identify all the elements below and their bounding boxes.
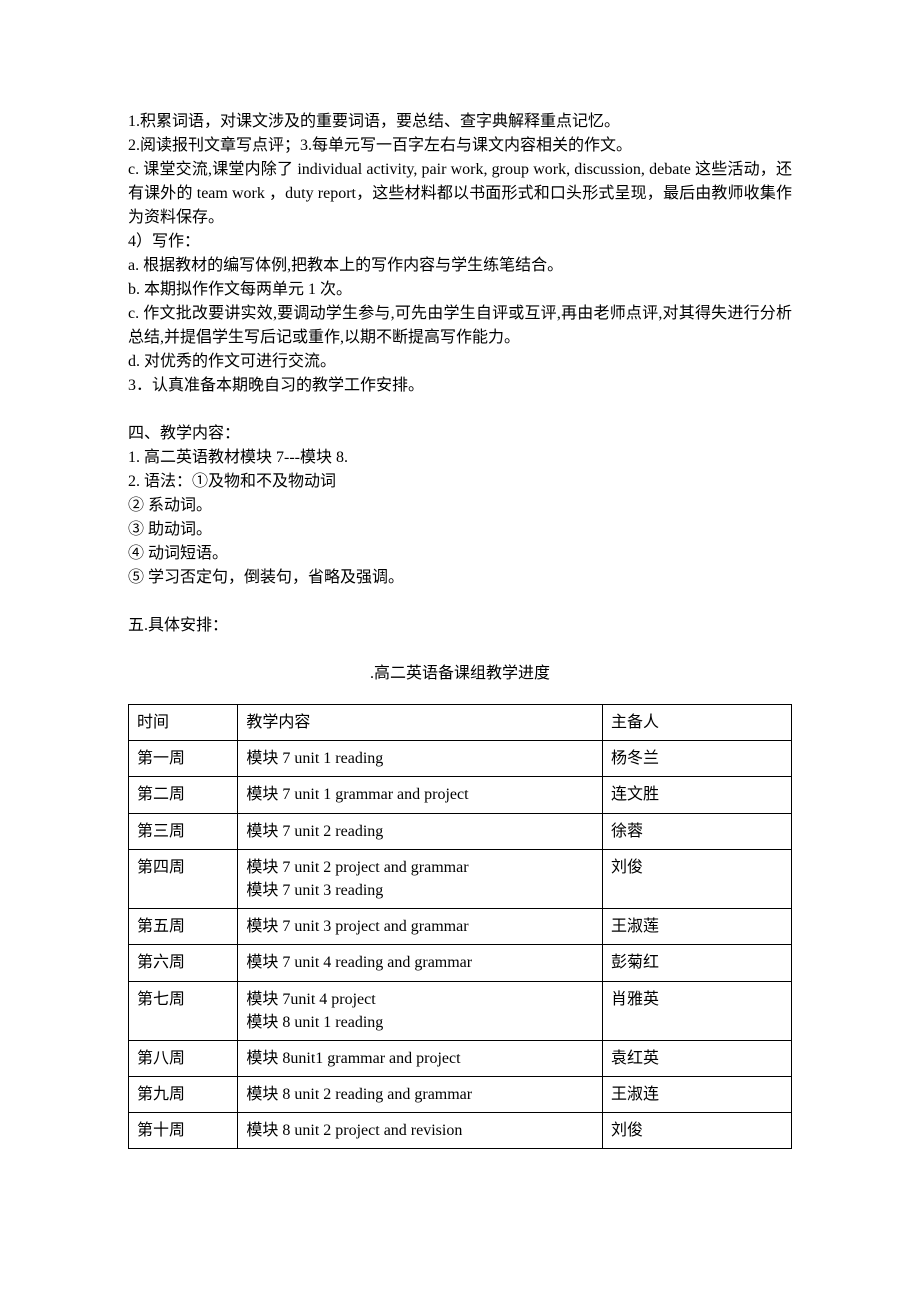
time-cell: 第二周 bbox=[129, 777, 238, 813]
content-cell: 模块 7 unit 3 project and grammar bbox=[238, 909, 603, 945]
person-cell: 刘俊 bbox=[603, 1113, 792, 1149]
content-cell: 模块 7unit 4 project 模块 8 unit 1 reading bbox=[238, 981, 603, 1040]
body-line: 4）写作： bbox=[128, 230, 792, 254]
content-cell: 模块 7 unit 1 reading bbox=[238, 741, 603, 777]
section-heading: 四、教学内容： bbox=[128, 422, 792, 446]
body-line: b. 本期拟作作文每两单元 1 次。 bbox=[128, 278, 792, 302]
body-line: ⑤ 学习否定句，倒装句，省略及强调。 bbox=[128, 566, 792, 590]
content-cell: 模块 8 unit 2 reading and grammar bbox=[238, 1077, 603, 1113]
body-line: 2.阅读报刊文章写点评；3.每单元写一百字左右与课文内容相关的作文。 bbox=[128, 134, 792, 158]
schedule-table: 时间教学内容主备人第一周模块 7 unit 1 reading杨冬兰第二周模块 … bbox=[128, 704, 792, 1149]
time-cell: 第七周 bbox=[129, 981, 238, 1040]
person-cell: 王淑莲 bbox=[603, 909, 792, 945]
content-cell: 模块 8 unit 2 project and revision bbox=[238, 1113, 603, 1149]
table-row: 第六周模块 7 unit 4 reading and grammar彭菊红 bbox=[129, 945, 792, 981]
table-row: 第七周模块 7unit 4 project 模块 8 unit 1 readin… bbox=[129, 981, 792, 1040]
content-cell: 模块 7 unit 4 reading and grammar bbox=[238, 945, 603, 981]
body-line: ② 系动词。 bbox=[128, 494, 792, 518]
body-line: 3．认真准备本期晚自习的教学工作安排。 bbox=[128, 374, 792, 398]
blank-line bbox=[128, 590, 792, 614]
person-cell: 王淑连 bbox=[603, 1077, 792, 1113]
person-cell: 连文胜 bbox=[603, 777, 792, 813]
person-cell: 徐蓉 bbox=[603, 813, 792, 849]
time-cell: 第九周 bbox=[129, 1077, 238, 1113]
table-row: 第一周模块 7 unit 1 reading杨冬兰 bbox=[129, 741, 792, 777]
body-line: ③ 助动词。 bbox=[128, 518, 792, 542]
body-line: ④ 动词短语。 bbox=[128, 542, 792, 566]
table-header-cell: 时间 bbox=[129, 705, 238, 741]
body-line: 2. 语法：①及物和不及物动词 bbox=[128, 470, 792, 494]
table-header-row: 时间教学内容主备人 bbox=[129, 705, 792, 741]
person-cell: 彭菊红 bbox=[603, 945, 792, 981]
body-line: c. 课堂交流,课堂内除了 individual activity, pair … bbox=[128, 158, 792, 230]
time-cell: 第一周 bbox=[129, 741, 238, 777]
table-header-cell: 主备人 bbox=[603, 705, 792, 741]
content-cell: 模块 7 unit 2 project and grammar 模块 7 uni… bbox=[238, 849, 603, 908]
table-row: 第二周模块 7 unit 1 grammar and project连文胜 bbox=[129, 777, 792, 813]
person-cell: 刘俊 bbox=[603, 849, 792, 908]
table-row: 第九周模块 8 unit 2 reading and grammar王淑连 bbox=[129, 1077, 792, 1113]
body-line: 1. 高二英语教材模块 7---模块 8. bbox=[128, 446, 792, 470]
table-row: 第四周模块 7 unit 2 project and grammar 模块 7 … bbox=[129, 849, 792, 908]
content-cell: 模块 7 unit 1 grammar and project bbox=[238, 777, 603, 813]
blank-line bbox=[128, 638, 792, 662]
time-cell: 第五周 bbox=[129, 909, 238, 945]
table-row: 第三周模块 7 unit 2 reading徐蓉 bbox=[129, 813, 792, 849]
body-line: c. 作文批改要讲实效,要调动学生参与,可先由学生自评或互评,再由老师点评,对其… bbox=[128, 302, 792, 350]
time-cell: 第十周 bbox=[129, 1113, 238, 1149]
time-cell: 第六周 bbox=[129, 945, 238, 981]
table-row: 第八周模块 8unit1 grammar and project袁红英 bbox=[129, 1040, 792, 1076]
table-row: 第五周模块 7 unit 3 project and grammar王淑莲 bbox=[129, 909, 792, 945]
body-line: d. 对优秀的作文可进行交流。 bbox=[128, 350, 792, 374]
time-cell: 第八周 bbox=[129, 1040, 238, 1076]
document-page: 1.积累词语，对课文涉及的重要词语，要总结、查字典解释重点记忆。 2.阅读报刊文… bbox=[0, 0, 920, 1209]
section-heading: 五.具体安排： bbox=[128, 614, 792, 638]
content-cell: 模块 8unit1 grammar and project bbox=[238, 1040, 603, 1076]
body-line: 1.积累词语，对课文涉及的重要词语，要总结、查字典解释重点记忆。 bbox=[128, 110, 792, 134]
content-cell: 模块 7 unit 2 reading bbox=[238, 813, 603, 849]
person-cell: 袁红英 bbox=[603, 1040, 792, 1076]
table-header-cell: 教学内容 bbox=[238, 705, 603, 741]
time-cell: 第三周 bbox=[129, 813, 238, 849]
person-cell: 肖雅英 bbox=[603, 981, 792, 1040]
table-row: 第十周模块 8 unit 2 project and revision刘俊 bbox=[129, 1113, 792, 1149]
time-cell: 第四周 bbox=[129, 849, 238, 908]
body-line: a. 根据教材的编写体例,把教本上的写作内容与学生练笔结合。 bbox=[128, 254, 792, 278]
blank-line bbox=[128, 398, 792, 422]
table-title: .高二英语备课组教学进度 bbox=[128, 662, 792, 686]
person-cell: 杨冬兰 bbox=[603, 741, 792, 777]
